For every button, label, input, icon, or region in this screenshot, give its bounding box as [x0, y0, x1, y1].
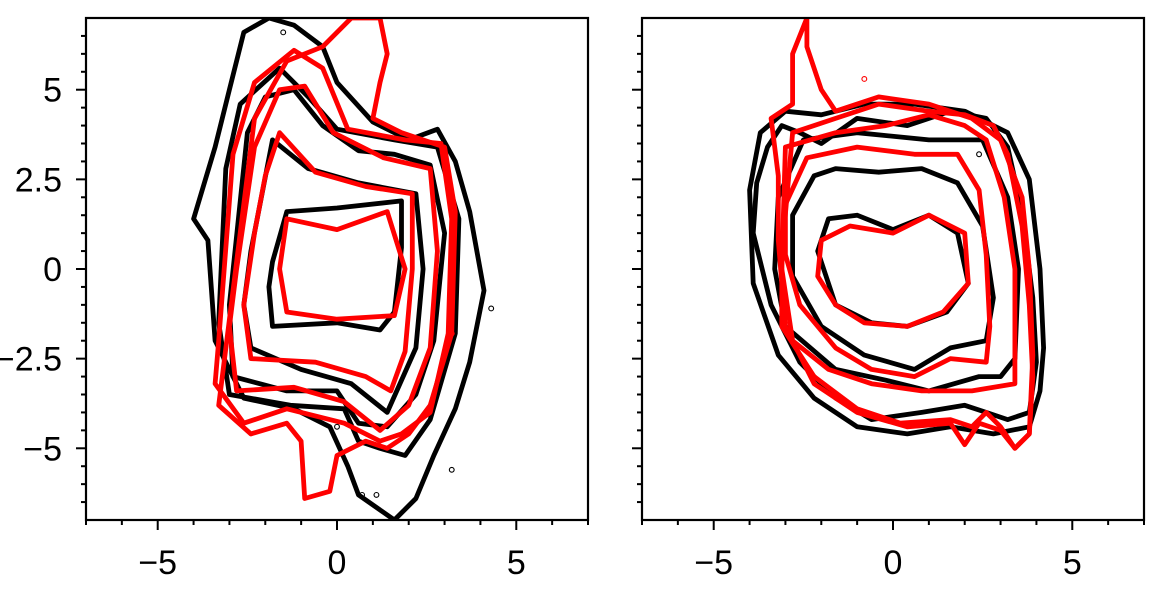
axes-frame-right: [640, 16, 1146, 522]
contour-right-s0-l0: [815, 212, 971, 329]
ticks-right: [632, 34, 1145, 530]
outlier-point-left-1: [488, 305, 495, 312]
contour-left-s1-l4: [216, 18, 458, 501]
outlier-point-left-6: [373, 491, 380, 498]
plot-area-right: [747, 18, 1046, 451]
contour-right-s0-l2: [772, 130, 1021, 394]
contour-right-s1-l0: [815, 212, 971, 329]
contour-right-s1-l4: [768, 18, 1036, 451]
x-tick-label: −5: [138, 544, 177, 582]
y-tick-label: 0: [43, 251, 62, 289]
contour-left-s1-l1: [241, 130, 415, 394]
contour-right-s1-l1: [783, 144, 993, 380]
contour-right-s1-l2: [779, 112, 1018, 394]
contour-left-s0-l2: [226, 87, 448, 430]
outlier-point-right-1: [861, 76, 868, 82]
panel-right: −5 0 5: [632, 16, 1146, 582]
outlier-point-left-5: [359, 491, 366, 498]
x-tick-label: 0: [328, 544, 347, 582]
contour-left-s1-l0: [277, 209, 408, 322]
contour-left-s1-l2: [226, 83, 440, 433]
x-tick-label: −5: [694, 544, 733, 582]
contour-left-s1-l3: [212, 47, 455, 444]
contour-left-s0-l3: [216, 65, 462, 458]
y-tick-label: −2.5: [0, 341, 62, 379]
y-tick-label: −5: [23, 430, 62, 468]
x-tick-label: 0: [884, 544, 903, 582]
outlier-point-left-3: [334, 423, 340, 430]
outlier-point-left-2: [448, 330, 455, 337]
y-tick-label: 2.5: [15, 161, 62, 199]
y-tick-label: 5: [43, 72, 62, 110]
x-tick-label: 5: [507, 544, 526, 582]
outlier-point-left-0: [280, 29, 287, 36]
ticks-left: [76, 34, 589, 530]
contour-right-s0-l1: [790, 166, 996, 372]
panel-left: −5 0 5 5 2.5 0 −2.5 −5: [0, 16, 590, 582]
x-tick-label: 5: [1063, 544, 1082, 582]
plot-area-left: [191, 18, 495, 520]
outlier-point-right-0: [976, 151, 983, 158]
outlier-point-left-4: [448, 466, 455, 473]
